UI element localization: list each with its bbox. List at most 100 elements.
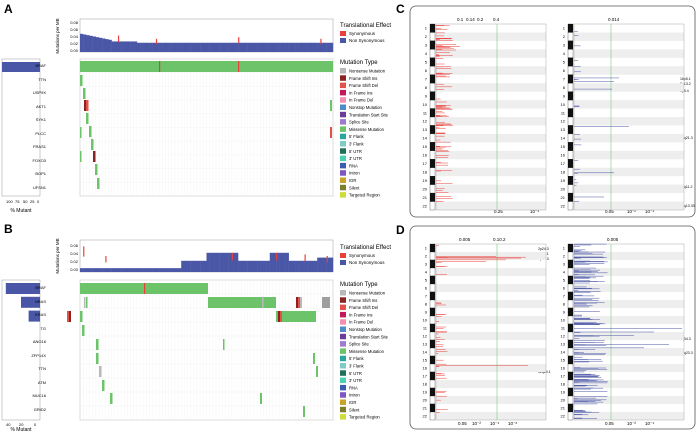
panel-a-synonymous-swatch bbox=[340, 31, 346, 36]
panel-d-left-ideogram-segment bbox=[429, 331, 436, 341]
panel-a-burden-bar bbox=[244, 42, 248, 52]
panel-b-pct-bar bbox=[21, 296, 40, 308]
panel-b-burden-bar bbox=[108, 268, 112, 272]
panel-d-right-chrom-band bbox=[574, 364, 684, 372]
panel-d-left-chrom-band bbox=[436, 332, 546, 340]
panel-a-legend-swatch bbox=[340, 89, 346, 96]
panel-a-burden-bar bbox=[127, 41, 131, 52]
panel-b-mutation-mark bbox=[296, 297, 298, 308]
panel-a-burden-syn-bar bbox=[155, 38, 158, 45]
panel-d-right-chrom-label: 19 bbox=[561, 390, 566, 395]
panel-a-burden-bar bbox=[159, 42, 163, 52]
panel-b-mutation-mark bbox=[69, 311, 71, 322]
panel-a-gene-0: BRAF bbox=[35, 63, 46, 68]
panel-a-burden-bar bbox=[329, 42, 334, 52]
panel-c-right-chrom-label: 22 bbox=[561, 203, 566, 208]
panel-c-right-chrom-band bbox=[574, 49, 684, 58]
panel-b-percent-mutant-chart: 40 20 0 % Mutant bbox=[1, 279, 41, 432]
panel-c-right-chrom-label: 8 bbox=[563, 85, 566, 90]
panel-c-right-ideogram-segment bbox=[567, 32, 574, 42]
panel-b-burden-bar bbox=[307, 260, 312, 272]
panel-d-left-ideogram-segment bbox=[429, 315, 436, 325]
panel-b-gene-1: NRAS bbox=[35, 299, 46, 304]
panel-b-burden-bar bbox=[219, 252, 223, 272]
panel-b-mutation-mark bbox=[280, 311, 282, 322]
panel-a-burden-bar bbox=[314, 42, 318, 52]
panel-a-legend-label: Frame Shift Ins bbox=[349, 76, 377, 81]
panel-d-left-ideogram-segment bbox=[429, 355, 436, 365]
panel-c-left-ideogram-segment bbox=[429, 184, 436, 194]
panel-d-left-chrom-label: 18 bbox=[423, 382, 428, 387]
panel-b-burden-bar bbox=[282, 252, 286, 272]
panel-c-left-plot-border bbox=[435, 23, 547, 211]
panel-b-nras-row bbox=[208, 297, 276, 308]
panel-c-left-ideogram-segment bbox=[429, 57, 436, 67]
panel-b-burden-bar bbox=[209, 252, 214, 272]
panel-c-left-chrom-label: 5 bbox=[425, 60, 428, 65]
panel-d-right-ideogram-segment bbox=[567, 355, 574, 365]
panel-d-left-chrom-label: 1 bbox=[425, 246, 428, 251]
panel-b-burden-syn-bar bbox=[276, 252, 278, 261]
panel-b-mutation-mark bbox=[96, 339, 99, 350]
panel-a-legend-swatch bbox=[340, 177, 346, 183]
panel-a-mutation-mark bbox=[83, 88, 86, 99]
panel-c-left-chrom-label: 6 bbox=[425, 68, 428, 73]
panel-c-left-chrom-label: 4 bbox=[425, 51, 428, 56]
panel-a-ytick-1: 0.06 bbox=[70, 27, 79, 32]
panel-b-mutation-type-title: Mutation Type bbox=[340, 282, 378, 288]
panel-a-braf-row bbox=[80, 61, 333, 72]
panel-d-left-ideogram-segment bbox=[429, 283, 436, 293]
panel-a-burden-bar bbox=[98, 37, 103, 52]
panel-c-left-ideogram-segment bbox=[429, 99, 436, 109]
panel-d-left-chrom-band bbox=[436, 380, 546, 388]
panel-b-gene-6: TTN bbox=[38, 366, 46, 371]
panel-b-legend-swatch bbox=[340, 370, 346, 376]
panel-c-right-chrom-label: 17 bbox=[561, 161, 566, 166]
panel-c-left-ideogram-segment bbox=[429, 83, 436, 92]
panel-a-burden-bar bbox=[130, 41, 134, 52]
panel-a-burden-bar bbox=[263, 42, 267, 52]
panel-b-mutation-mark bbox=[67, 311, 69, 322]
panel-c-left-chrom-label: 16 bbox=[423, 153, 428, 158]
panel-a-burden-bar bbox=[178, 42, 182, 52]
panel-a-xtick-0: 100 bbox=[6, 199, 13, 204]
panel-a-legend-swatch bbox=[340, 111, 346, 118]
panel-d-left-chrom-band bbox=[436, 268, 546, 276]
panel-b-burden-bar bbox=[174, 268, 179, 272]
panel-c-frame bbox=[409, 5, 696, 218]
panel-c-left-chrom-label: 17 bbox=[423, 161, 428, 166]
panel-b-burden-chart: 0.06 0.04 0.02 0.00 Mutations per MB bbox=[55, 238, 334, 274]
panel-b-burden-bar bbox=[95, 268, 100, 272]
panel-d-left-chrom-label: 7 bbox=[425, 294, 428, 299]
panel-a-burden-bar bbox=[92, 36, 97, 52]
panel-c-left-ideogram-segment bbox=[429, 159, 436, 168]
panel-c-left-chrom-band bbox=[436, 133, 546, 143]
panel-c-left-ideogram-segment bbox=[429, 192, 436, 202]
panel-d-left-chrom-band bbox=[436, 396, 546, 404]
panel-d-right-ideogram-segment bbox=[567, 251, 574, 261]
panel-a-burden-bar bbox=[285, 42, 289, 52]
panel-c-right-ideogram-segment bbox=[567, 57, 574, 67]
panel-d-left-chrom-band bbox=[436, 300, 546, 308]
panel-b-synonymous-swatch bbox=[340, 253, 346, 258]
panel-d-left-bottom-tick-1: 10⁻² bbox=[472, 421, 481, 426]
panel-a-burden-bar bbox=[206, 42, 210, 52]
panel-b-burden-bar bbox=[320, 257, 324, 272]
panel-c-right-chrom-label: 4 bbox=[563, 51, 566, 56]
panel-b-burden-bar bbox=[285, 252, 289, 272]
panel-a-legend-swatch bbox=[340, 148, 346, 154]
panel-b-legend-label: Frame Shift Del bbox=[349, 305, 378, 310]
panel-a-braf-red-mark-1 bbox=[159, 61, 161, 72]
panel-a-legend-swatch bbox=[340, 126, 346, 132]
panel-a-burden-bar bbox=[317, 42, 321, 52]
panel-a-burden-bar bbox=[288, 42, 293, 52]
panel-b-legend-label: IGR bbox=[349, 400, 356, 405]
panel-a-legend-swatch bbox=[340, 141, 346, 147]
panel-b-legend-swatch bbox=[340, 406, 346, 413]
panel-b-legend-label: Translation Start Site bbox=[349, 334, 389, 339]
panel-a-xtick-3: 25 bbox=[30, 199, 35, 204]
panel-a-mutation-mark bbox=[84, 100, 87, 111]
panel-d-right-chrom-label: 13 bbox=[561, 342, 566, 347]
panel-b-burden-syn-bar bbox=[231, 252, 233, 261]
panel-c-right-ideogram-segment bbox=[567, 201, 574, 211]
